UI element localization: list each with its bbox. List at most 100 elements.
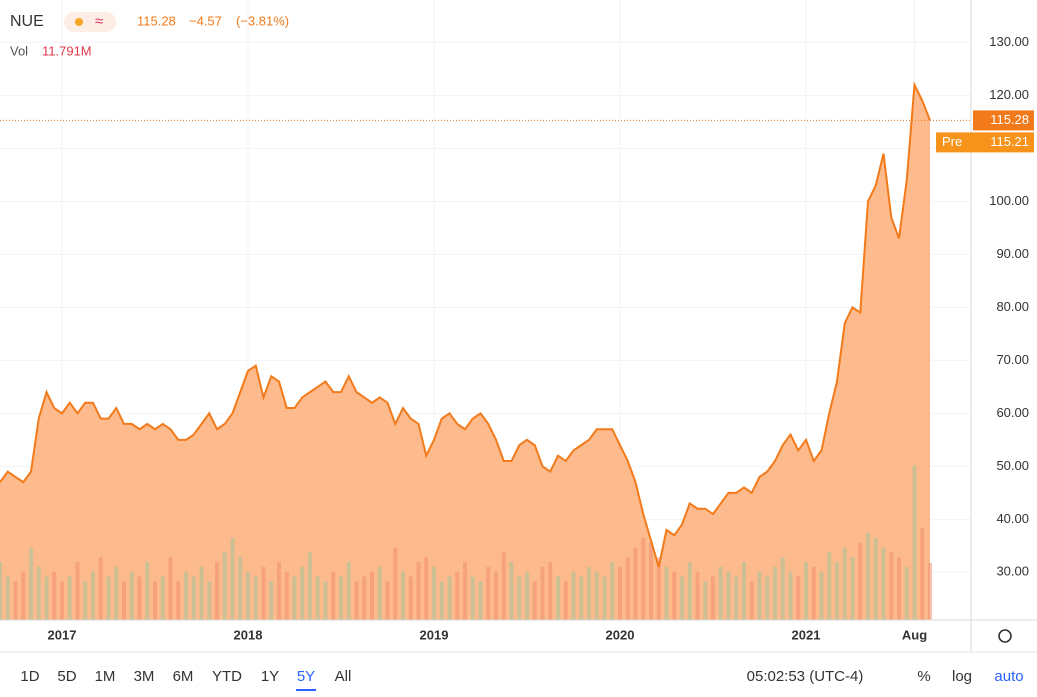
last-price: 115.28 [137,13,176,28]
range-button[interactable]: 1Y [261,668,279,685]
volume-bar [5,576,10,620]
gear[interactable] [998,629,1012,643]
volume-bar [649,542,653,620]
volume-bar [734,576,739,620]
volume-bar [494,571,498,620]
symbol: NUE [10,13,44,30]
volume-bar [393,547,398,620]
last-price-box [973,110,1034,131]
range-button[interactable]: All [335,668,352,685]
volume-bar [749,581,754,620]
axis-option[interactable]: log [952,668,972,685]
volume-bar [587,566,591,620]
settings-icon[interactable] [998,629,1012,643]
volume-bar [36,566,41,620]
range-button[interactable]: 3M [134,668,155,685]
volume-bar [424,557,429,620]
range-button[interactable]: 1D [20,668,39,685]
x-tick-label: 2017 [48,627,77,642]
pre-price-box [936,132,1034,153]
y-tick-label: 30.00 [996,564,1029,579]
volume-bar [52,571,57,620]
volume-bar [292,576,297,620]
volume-bar [184,571,188,620]
volume-bar [362,576,367,620]
volume-bar [246,571,250,620]
volume-bar [827,552,832,620]
volume-bar [509,562,514,620]
volume-bar [765,576,770,620]
volume-bar [199,566,204,620]
axis-option[interactable]: auto [994,668,1023,685]
volume-bar [29,547,33,620]
volume-bar [641,537,646,620]
volume-bar [106,576,111,620]
volume-bar [610,562,615,620]
volume-bar [222,552,227,620]
last-price-label: 115.28 [990,112,1029,127]
price-line [0,81,931,568]
volume-bar [656,557,661,620]
volume-bar [571,571,576,620]
y-tick-label: 80.00 [996,299,1029,314]
volume-bar [532,581,537,620]
volume-bar [0,562,2,620]
volume-bar [277,562,281,620]
pre-price-label: 115.21 [990,134,1029,149]
pre-label: Pre [942,134,962,149]
volume-bar [83,581,88,620]
volume-bar [672,571,677,620]
volume-bar [168,557,173,620]
x-tick-label: 2018 [234,627,263,642]
y-tick-label: 60.00 [996,405,1029,420]
x-tick-label: 2021 [792,627,821,642]
volume-bar [455,571,460,620]
volume-bar [773,566,777,620]
volume-bar [176,581,181,620]
volume-bar [928,563,932,620]
y-tick-label: 100.00 [989,193,1029,208]
change: −4.57 [189,13,222,28]
volume-bar [517,576,522,620]
range-button[interactable]: 5Y [297,668,315,685]
y-tick-label: 120.00 [989,87,1029,102]
volume-bar [556,576,560,620]
range-button[interactable]: 5D [57,668,76,685]
volume-bar [261,566,266,620]
axis-option[interactable]: % [917,668,930,685]
volume-bar [873,537,878,620]
volume-bar [757,571,762,620]
volume-bar [137,576,142,620]
volume-bar [920,528,925,620]
volume-bar [718,566,723,620]
price-area [0,84,930,621]
volume-bar [470,576,475,620]
y-tick-label: 90.00 [996,246,1029,261]
volume-bar [98,557,103,620]
time-zone[interactable]: 05:02:53 (UTC-4) [747,668,864,685]
volume-bar [13,581,18,620]
range-button[interactable]: 1M [95,668,116,685]
volume-bar [215,562,219,620]
volume-bar [579,576,584,620]
x-tick-label: 2020 [606,627,635,642]
volume-bar [122,581,126,620]
volume-bar [432,566,436,620]
volume-bar [633,547,638,620]
volume-bar [408,576,413,620]
range-button[interactable]: 6M [173,668,194,685]
volume-bar [563,581,568,620]
range-button[interactable]: YTD [212,668,242,685]
x-tick-label: 2019 [420,627,449,642]
volume-bar [323,581,328,620]
volume-bar [889,552,894,620]
volume-bar [269,581,274,620]
volume-bar [540,566,545,620]
volume-bar [501,552,506,620]
volume-bar [60,581,64,620]
y-tick-label: 40.00 [996,511,1029,526]
volume-bar [160,576,165,620]
volume-bar [866,533,870,620]
volume-bar [191,576,196,620]
